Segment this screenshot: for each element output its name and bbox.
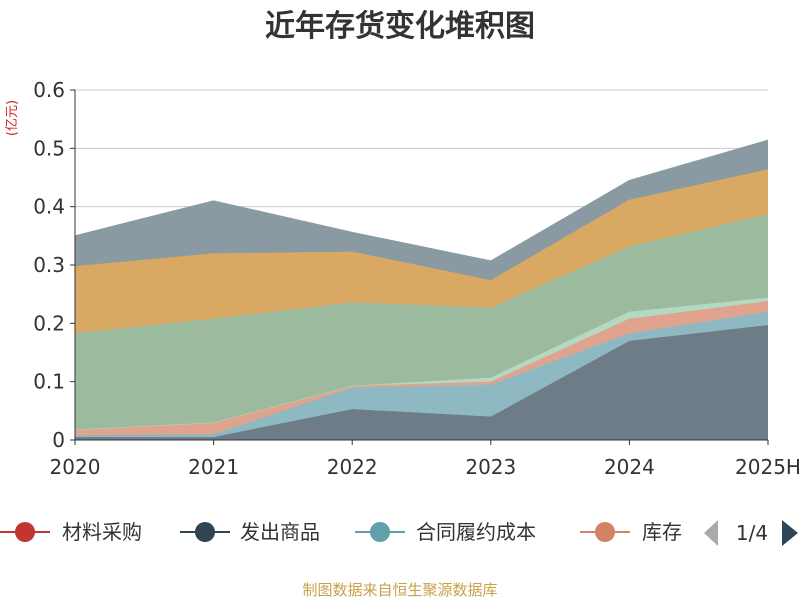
y-tick-label: 0 (52, 428, 65, 452)
area-series-0 (75, 325, 768, 440)
data-source-note: 制图数据来自恒生聚源数据库 (302, 581, 497, 599)
legend-label: 材料采购 (62, 520, 142, 544)
legend-label: 库存 (642, 520, 682, 544)
y-tick-label: 0.4 (33, 195, 65, 219)
legend-item-contract-cost[interactable]: 合同履约成本 (355, 520, 536, 544)
legend-label: 发出商品 (240, 520, 320, 544)
stacked-areas (74, 139, 769, 440)
y-tick-label: 0.6 (33, 78, 65, 102)
legend-marker (195, 522, 215, 542)
x-tick-label: 2020 (50, 455, 101, 479)
legend-marker (15, 522, 35, 542)
chart-title: 近年存货变化堆积图 (265, 9, 535, 44)
y-axis-ticks: 0 0.1 0.2 0.3 0.4 0.5 0.6 (33, 78, 75, 452)
x-tick-label: 2022 (327, 455, 378, 479)
x-tick-label: 2021 (188, 455, 239, 479)
legend-item-shipped-goods[interactable]: 发出商品 (180, 520, 320, 544)
y-tick-label: 0.3 (33, 253, 65, 277)
legend-item-material-purchase[interactable]: 材料采购 (0, 520, 142, 544)
legend-next-page-icon[interactable] (782, 520, 798, 546)
legend-prev-page-icon[interactable] (704, 520, 718, 546)
area-series-4 (75, 214, 768, 430)
legend-marker (595, 522, 615, 542)
y-axis-unit: (亿元) (5, 100, 20, 136)
area-series-3 (75, 297, 768, 430)
x-axis-ticks: 2020 2021 2022 2023 2024 2025H (50, 440, 800, 479)
legend-page-indicator: 1/4 (736, 521, 768, 545)
x-tick-label: 2024 (604, 455, 655, 479)
area-series-1 (75, 311, 768, 438)
area-series-5 (75, 169, 768, 334)
x-tick-label: 2023 (465, 455, 516, 479)
legend-marker (370, 522, 390, 542)
y-tick-label: 0.2 (33, 311, 65, 335)
area-series-6 (75, 140, 768, 281)
legend: 材料采购 发出商品 合同履约成本 库存 1/4 (0, 520, 798, 546)
area-edge-6 (74, 139, 769, 262)
y-tick-label: 0.5 (33, 136, 65, 160)
legend-item-inventory[interactable]: 库存 (580, 520, 682, 544)
legend-label: 合同履约成本 (416, 520, 536, 544)
y-tick-label: 0.1 (33, 370, 65, 394)
x-tick-label: 2025H (735, 455, 800, 479)
